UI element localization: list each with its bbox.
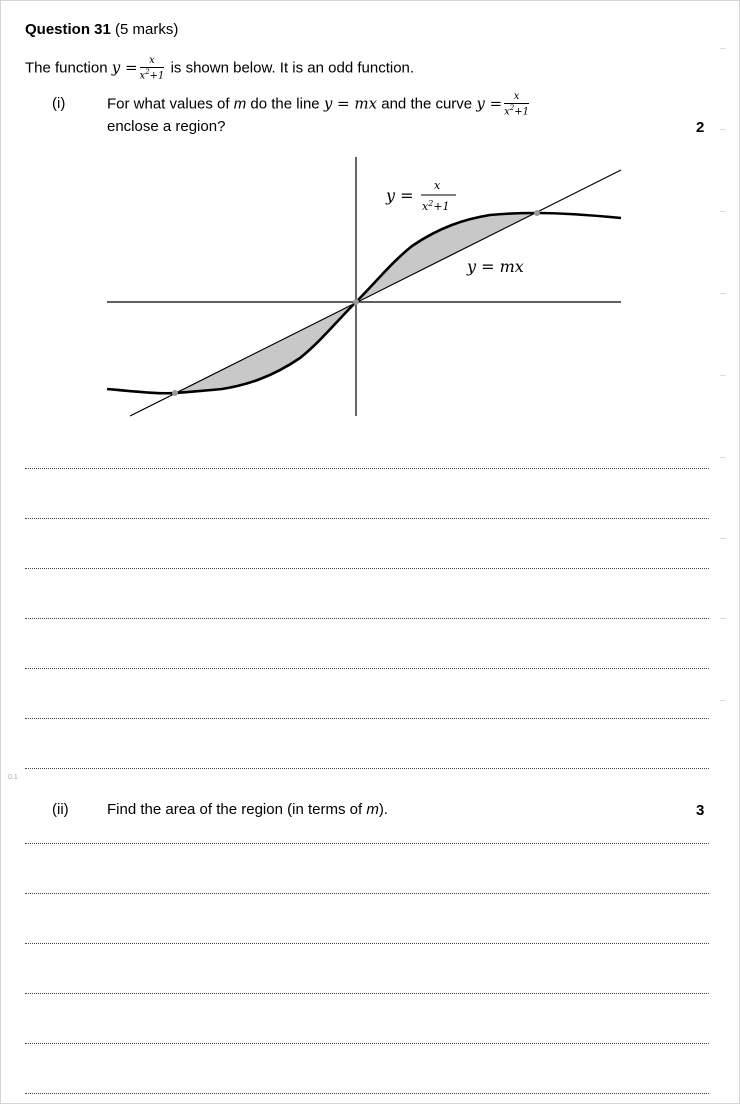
- margin-tick: [720, 48, 726, 49]
- part-ii-text-b: ).: [378, 801, 388, 818]
- margin-tick: [720, 129, 726, 130]
- answer-line[interactable]: [25, 1043, 709, 1044]
- intro-line: The function y = x x2+1 is shown below. It…: [25, 56, 414, 81]
- margin-tick: [720, 618, 726, 619]
- part-i-marks: 2: [696, 119, 705, 136]
- curve-label-y-eq: y =: [385, 186, 414, 205]
- curve-label-den: x2+1: [422, 199, 450, 213]
- answer-line[interactable]: [25, 993, 709, 994]
- answer-line[interactable]: [25, 943, 709, 944]
- answer-line[interactable]: [25, 1093, 709, 1094]
- margin-tick: [720, 293, 726, 294]
- curve-y-x-over-x2-plus-1: [106, 211, 622, 395]
- intersection-point-origin: [353, 299, 359, 305]
- part-i-text-line1: For what values of m do the line y = mx …: [107, 92, 531, 117]
- part-ii-text-a: Find the area of the region (in terms of: [107, 801, 363, 818]
- margin-tick: [720, 538, 726, 539]
- question-heading: Question 31 (5 marks): [25, 21, 178, 38]
- function-graph: y = x x2+1 y = mx: [106, 157, 622, 417]
- part-i-frac-num: x: [504, 92, 529, 104]
- part-ii-text: Find the area of the region (in terms of…: [107, 801, 388, 818]
- part-i-curve-y: y =: [476, 94, 503, 113]
- part-i-den-base: x: [504, 106, 510, 118]
- margin-tick: [720, 211, 726, 212]
- answer-line[interactable]: [25, 518, 709, 519]
- part-i-m: m: [233, 95, 247, 113]
- answer-line[interactable]: [25, 618, 709, 619]
- part-i-text-c: and the curve: [381, 95, 473, 113]
- margin-tick: [720, 700, 726, 701]
- part-i-text-b: do the line: [250, 95, 320, 113]
- question-marks: (5 marks): [115, 21, 179, 38]
- answer-line[interactable]: [25, 568, 709, 569]
- part-i-den-tail: +1: [514, 106, 529, 118]
- part-i-frac-den: x2+1: [504, 104, 529, 117]
- part-i-fraction: x x2+1: [504, 92, 529, 117]
- answer-line[interactable]: [25, 768, 709, 769]
- answer-line[interactable]: [25, 893, 709, 894]
- answer-line[interactable]: [25, 468, 709, 469]
- intersection-point-right: [534, 210, 540, 216]
- part-ii-m: m: [366, 801, 379, 818]
- margin-tick: [720, 375, 726, 376]
- intro-frac-num: x: [139, 56, 165, 68]
- curve-den-tail: +1: [433, 200, 449, 213]
- part-ii-marks: 3: [696, 802, 705, 819]
- part-i-den-exp: 2: [509, 104, 515, 112]
- answer-line[interactable]: [25, 843, 709, 844]
- answer-line[interactable]: [25, 668, 709, 669]
- part-i-label: (i): [52, 95, 66, 112]
- question-number: Question 31: [25, 21, 111, 38]
- margin-mark: 0.1: [8, 774, 18, 781]
- curve-label-num: x: [434, 179, 441, 192]
- intro-den-tail: +1: [149, 70, 165, 82]
- intersection-point-left: [172, 390, 178, 396]
- intro-suffix: is shown below. It is an odd function.: [170, 59, 415, 77]
- part-i-text-a: For what values of: [107, 95, 230, 113]
- intro-frac-den: x2+1: [140, 68, 165, 81]
- intro-y-eq: y =: [111, 58, 138, 77]
- curve-den-base: x: [422, 200, 429, 213]
- margin-tick: [720, 457, 726, 458]
- part-ii-label: (ii): [52, 801, 69, 818]
- curve-den-exp: 2: [427, 199, 433, 208]
- line-y-mx: [129, 169, 622, 417]
- part-i-line-eq: y = mx: [323, 94, 378, 113]
- part-i-text-line2: enclose a region?: [107, 118, 226, 135]
- intro-den-exp: 2: [145, 68, 150, 76]
- intro-den-base: x: [139, 70, 146, 82]
- intro-fraction: x x2+1: [139, 56, 165, 81]
- intro-prefix: The function: [25, 59, 108, 77]
- answer-line[interactable]: [25, 718, 709, 719]
- line-label: y = mx: [466, 257, 524, 276]
